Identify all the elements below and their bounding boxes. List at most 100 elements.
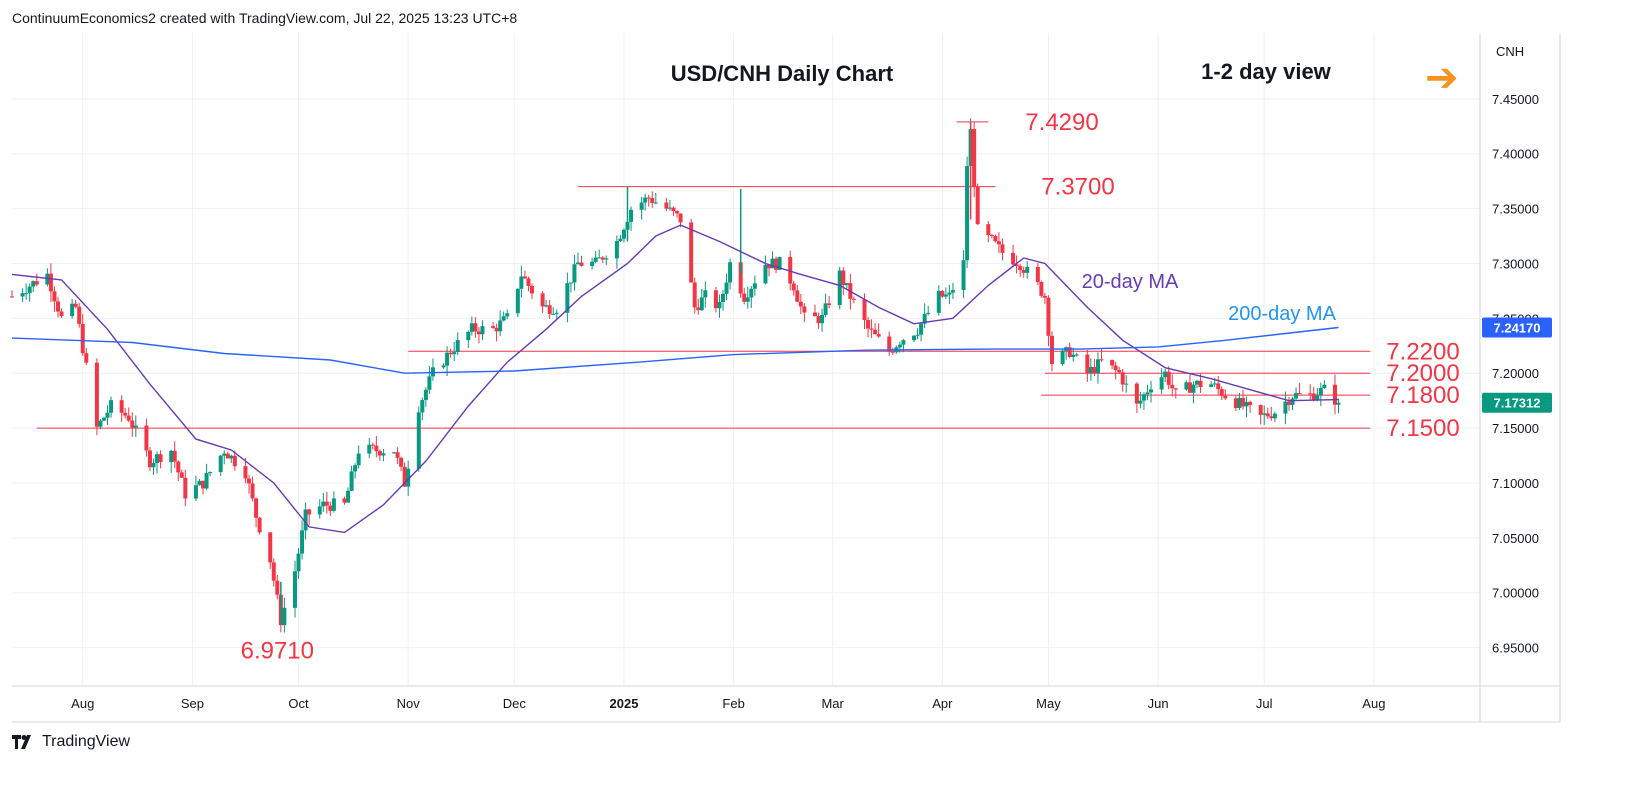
level-label: 7.2000 — [1386, 360, 1459, 387]
candle-body — [1120, 372, 1125, 385]
y-tick-label: 7.20000 — [1492, 366, 1539, 381]
candle-body — [48, 273, 53, 292]
candle-body — [866, 320, 871, 329]
candle-body — [554, 312, 559, 314]
candle-body — [1138, 400, 1143, 404]
candle-body — [176, 461, 181, 473]
candle-body — [972, 129, 977, 187]
candle-body — [1187, 382, 1192, 393]
candle-body — [689, 222, 694, 283]
candle-body — [1191, 384, 1196, 393]
x-tick-label: Aug — [1362, 696, 1385, 711]
candle-body — [105, 412, 110, 418]
candle-body — [766, 264, 771, 269]
y-tick-label: 6.95000 — [1492, 641, 1539, 656]
chart-axes: 7.450007.400007.350007.300007.250007.200… — [12, 33, 1561, 723]
candle-body — [24, 293, 29, 295]
candle-body — [565, 283, 570, 313]
candlesticks — [10, 118, 1341, 633]
tradingview-footer[interactable]: TradingView — [12, 733, 130, 751]
candle-body — [1110, 359, 1115, 366]
candle-body — [544, 305, 549, 307]
candle-body — [353, 465, 358, 472]
x-tick-label: Oct — [288, 696, 309, 711]
candle-body — [629, 209, 634, 222]
candle-body — [1290, 398, 1295, 405]
x-tick-label: Sep — [181, 696, 204, 711]
candle-body — [225, 453, 230, 459]
candle-body — [480, 326, 485, 335]
candle-body — [943, 294, 948, 297]
tradingview-brand: TradingView — [42, 733, 131, 750]
candle-body — [151, 462, 156, 468]
x-tick-label: 2025 — [610, 696, 639, 711]
candle-body — [1318, 387, 1323, 396]
candle-body — [1262, 413, 1267, 415]
candle-body — [1074, 354, 1079, 356]
candle-body — [374, 445, 379, 452]
candle-body — [1099, 359, 1104, 361]
candle-body — [1272, 413, 1277, 419]
candle-body — [392, 452, 397, 454]
candle-body — [901, 340, 906, 345]
candle-body — [1216, 383, 1221, 390]
candle-body — [1223, 395, 1228, 399]
candle-body — [540, 293, 545, 307]
candle-body — [745, 297, 750, 302]
candle-body — [752, 283, 757, 289]
candle-body — [721, 293, 726, 303]
candle-body — [614, 241, 619, 259]
candle-body — [774, 258, 779, 270]
candle-body — [728, 262, 733, 283]
candle-body — [568, 282, 573, 284]
candle-body — [604, 258, 609, 260]
candle-body — [232, 455, 237, 467]
candle-body — [430, 367, 435, 377]
candle-body — [324, 501, 329, 506]
chart-grid — [12, 33, 1480, 686]
candle-body — [1265, 413, 1270, 417]
candle-body — [367, 444, 372, 454]
candle-body — [919, 323, 924, 335]
candle-body — [777, 256, 782, 270]
candle-body — [996, 241, 1001, 245]
candle-body — [147, 450, 152, 468]
candle-body — [965, 166, 970, 261]
y-tick-label: 7.10000 — [1492, 476, 1539, 491]
y-tick-label: 7.40000 — [1492, 147, 1539, 162]
candle-body — [749, 288, 754, 298]
candle-body — [201, 480, 206, 489]
x-tick-label: Feb — [722, 696, 744, 711]
candle-body — [501, 316, 506, 321]
candle-body — [551, 313, 556, 315]
candle-body — [671, 207, 676, 212]
candle-body — [841, 270, 846, 286]
candle-body — [1332, 384, 1337, 405]
candle-body — [292, 571, 297, 608]
candle-body — [1311, 393, 1316, 401]
candle-body — [1170, 384, 1175, 389]
candle-body — [1042, 295, 1047, 298]
candle-body — [1258, 405, 1263, 415]
candle-body — [590, 261, 595, 266]
candle-body — [1269, 416, 1274, 419]
candle-body — [1060, 350, 1065, 365]
candle-body — [742, 293, 747, 302]
candle-body — [823, 303, 828, 315]
candle-body — [455, 340, 460, 353]
candle-body — [254, 498, 259, 518]
candle-body — [1113, 365, 1118, 370]
candle-body — [820, 314, 825, 324]
candle-body — [452, 352, 457, 355]
level-label: 7.1800 — [1386, 382, 1459, 409]
x-tick-label: Nov — [397, 696, 421, 711]
y-tick-label: 7.05000 — [1492, 531, 1539, 546]
y-tick-label: 7.35000 — [1492, 202, 1539, 217]
candle-body — [31, 281, 36, 287]
candle-body — [572, 264, 577, 283]
candle-body — [699, 297, 704, 311]
candle-body — [98, 420, 103, 427]
candle-body — [84, 353, 89, 363]
tradingview-logo-icon — [12, 735, 36, 749]
